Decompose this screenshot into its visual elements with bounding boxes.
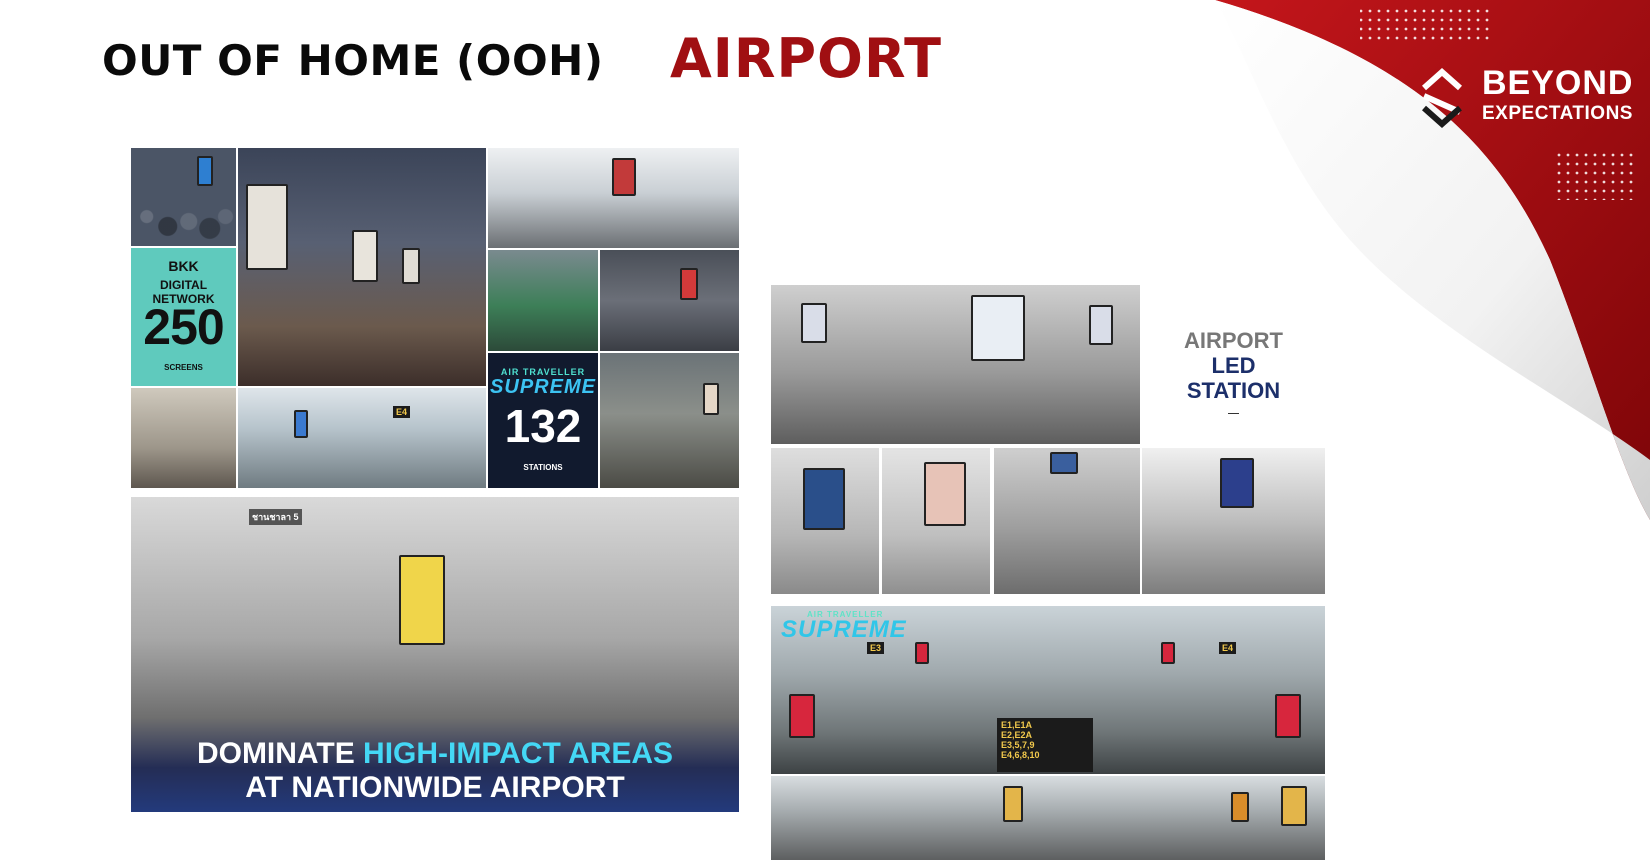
brand-line2: EXPECTATIONS [1482, 103, 1633, 124]
photo-terminal-small [131, 148, 236, 246]
photo-led-station-hall [771, 285, 1140, 444]
gate-directory: E1,E1A E2,E2A E3,5,7,9 E4,6,8,10 [997, 718, 1093, 772]
photo-led-kiosk-4 [1142, 448, 1325, 594]
divider [1228, 413, 1239, 414]
dominate-headline-line1: DOMINATE HIGH-IMPACT AREAS [131, 737, 739, 771]
photo-check-in [600, 250, 739, 351]
bkk-screen-count: 250 [143, 299, 224, 355]
photo-led-kiosk-2 [882, 448, 990, 594]
directory-entry: E3,5,7,9 [1001, 740, 1089, 750]
photo-busy-terminal [771, 776, 1325, 860]
digital-screen [246, 184, 288, 270]
dominate-headline-line2: AT NATIONWIDE AIRPORT [245, 771, 625, 804]
photo-walkway [131, 388, 236, 488]
chevron-logo-icon [1422, 67, 1462, 129]
corner-decoration [1215, 0, 1650, 520]
brand-line1: BEYOND [1482, 64, 1634, 102]
gate-sign: E3 [867, 642, 885, 654]
digital-screen [399, 555, 445, 645]
directory-entry: E4,6,8,10 [1001, 750, 1089, 760]
photo-departure-hall [488, 148, 739, 248]
brand-logo: BEYOND EXPECTATIONS [1420, 64, 1640, 134]
photo-terminal-hall [238, 148, 486, 386]
supreme-overlay-label: SUPREME [781, 616, 907, 643]
supreme-label: SUPREME [490, 376, 596, 398]
supreme-small-label: AIR TRAVELLER [807, 610, 884, 619]
supreme-station-count: 132 [504, 400, 582, 452]
led-airport-label: AIRPORT [1184, 328, 1283, 353]
dominate-banner-photo: ชานชาลา 5 DOMINATE HIGH-IMPACT AREAS AT … [131, 497, 739, 812]
gate-sign: E4 [1219, 642, 1237, 654]
photo-gate-area: E4 [238, 388, 486, 488]
photo-led-kiosk-1 [771, 448, 879, 594]
photo-concourse [600, 353, 739, 488]
supreme-stations-label: STATIONS [523, 463, 563, 472]
supreme-stations-panel: AIR TRAVELLER SUPREME 132 STATIONS [488, 353, 598, 488]
bkk-label: BKK [168, 258, 199, 274]
dominate-plain: DOMINATE [196, 737, 364, 770]
bkk-collage: BKK DIGITAL NETWORK 250 SCREENS E4 AIR T… [131, 148, 739, 488]
led-label: LED [1211, 353, 1256, 378]
page-subtitle: AIRPORT [670, 27, 942, 90]
bkk-network-panel: BKK DIGITAL NETWORK 250 SCREENS [131, 248, 236, 386]
dominate-highlight: HIGH-IMPACT AREAS [363, 737, 674, 770]
bkk-screens-label: SCREENS [164, 363, 203, 372]
directory-entry: E2,E2A [1001, 730, 1089, 740]
photo-waiting-area [488, 250, 598, 351]
directory-entry: E1,E1A [1001, 720, 1089, 730]
digital-screen [971, 295, 1025, 361]
photo-led-kiosk-3 [994, 448, 1140, 594]
led-station-label: STATION [1186, 378, 1281, 403]
photo-terminal-concourse: AIR TRAVELLER SUPREME E3 E4 E1,E1A E2,E2… [771, 606, 1325, 774]
bkk-network-label: DIGITAL NETWORK [152, 278, 215, 306]
page-title: OUT OF HOME (OOH) [102, 36, 604, 85]
supreme-air-traveller-label: AIR TRAVELLER [500, 367, 586, 377]
led-station-title-panel: AIRPORT LED STATION [1142, 285, 1325, 444]
